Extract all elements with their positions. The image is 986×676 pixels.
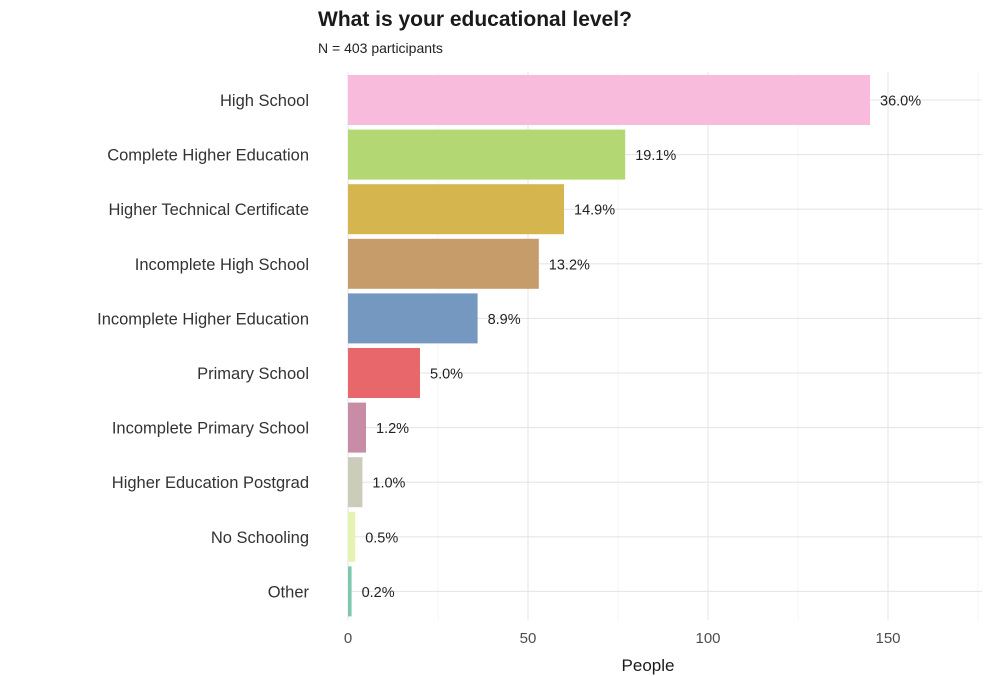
- bar: [348, 184, 564, 235]
- bar: [348, 129, 626, 180]
- bar: [348, 457, 363, 508]
- chart-title: What is your educational level?: [318, 8, 632, 31]
- x-tick-label: 50: [520, 630, 537, 647]
- data-label: 8.9%: [488, 312, 521, 328]
- bar: [348, 511, 356, 562]
- data-label: 36.0%: [880, 94, 921, 110]
- data-label: 1.0%: [372, 476, 405, 492]
- category-label: Higher Education Postgrad: [112, 474, 309, 492]
- category-label: Other: [268, 583, 310, 601]
- chart-subtitle: N = 403 participants: [318, 40, 443, 56]
- data-label: 5.0%: [430, 367, 463, 383]
- data-label: 19.1%: [635, 148, 676, 164]
- bars: [348, 75, 870, 617]
- data-label: 0.2%: [362, 585, 395, 601]
- x-tick-label: 0: [344, 630, 352, 647]
- bar: [348, 348, 420, 398]
- data-labels: 36.0% 19.1% 14.9% 13.2% 8.9% 5.0% 1.2% 1.0% 0.5%…: [362, 94, 922, 601]
- category-label: Higher Technical Certificate: [108, 201, 309, 219]
- bar: [348, 293, 478, 344]
- category-labels: High School Complete Higher Education High…: [97, 92, 309, 601]
- category-label: Complete Higher Education: [107, 147, 309, 165]
- data-label: 1.2%: [376, 421, 409, 437]
- x-tick-label: 150: [875, 630, 900, 647]
- category-label: Incomplete Primary School: [112, 420, 309, 438]
- x-axis-title: People: [622, 656, 675, 675]
- category-label: No Schooling: [211, 529, 309, 547]
- bar: [348, 402, 366, 453]
- data-label: 13.2%: [549, 257, 590, 273]
- data-label: 14.9%: [574, 203, 615, 219]
- bar: [348, 75, 870, 125]
- x-tick-label: 100: [695, 630, 720, 647]
- data-label: 0.5%: [365, 530, 398, 546]
- bar: [348, 566, 352, 617]
- category-label: Incomplete Higher Education: [97, 310, 309, 328]
- category-label: High School: [220, 92, 309, 110]
- x-axis-ticks: 0 50 100 150: [344, 630, 901, 647]
- bar: [348, 238, 539, 289]
- category-label: Incomplete High School: [135, 256, 309, 274]
- category-label: Primary School: [197, 365, 309, 383]
